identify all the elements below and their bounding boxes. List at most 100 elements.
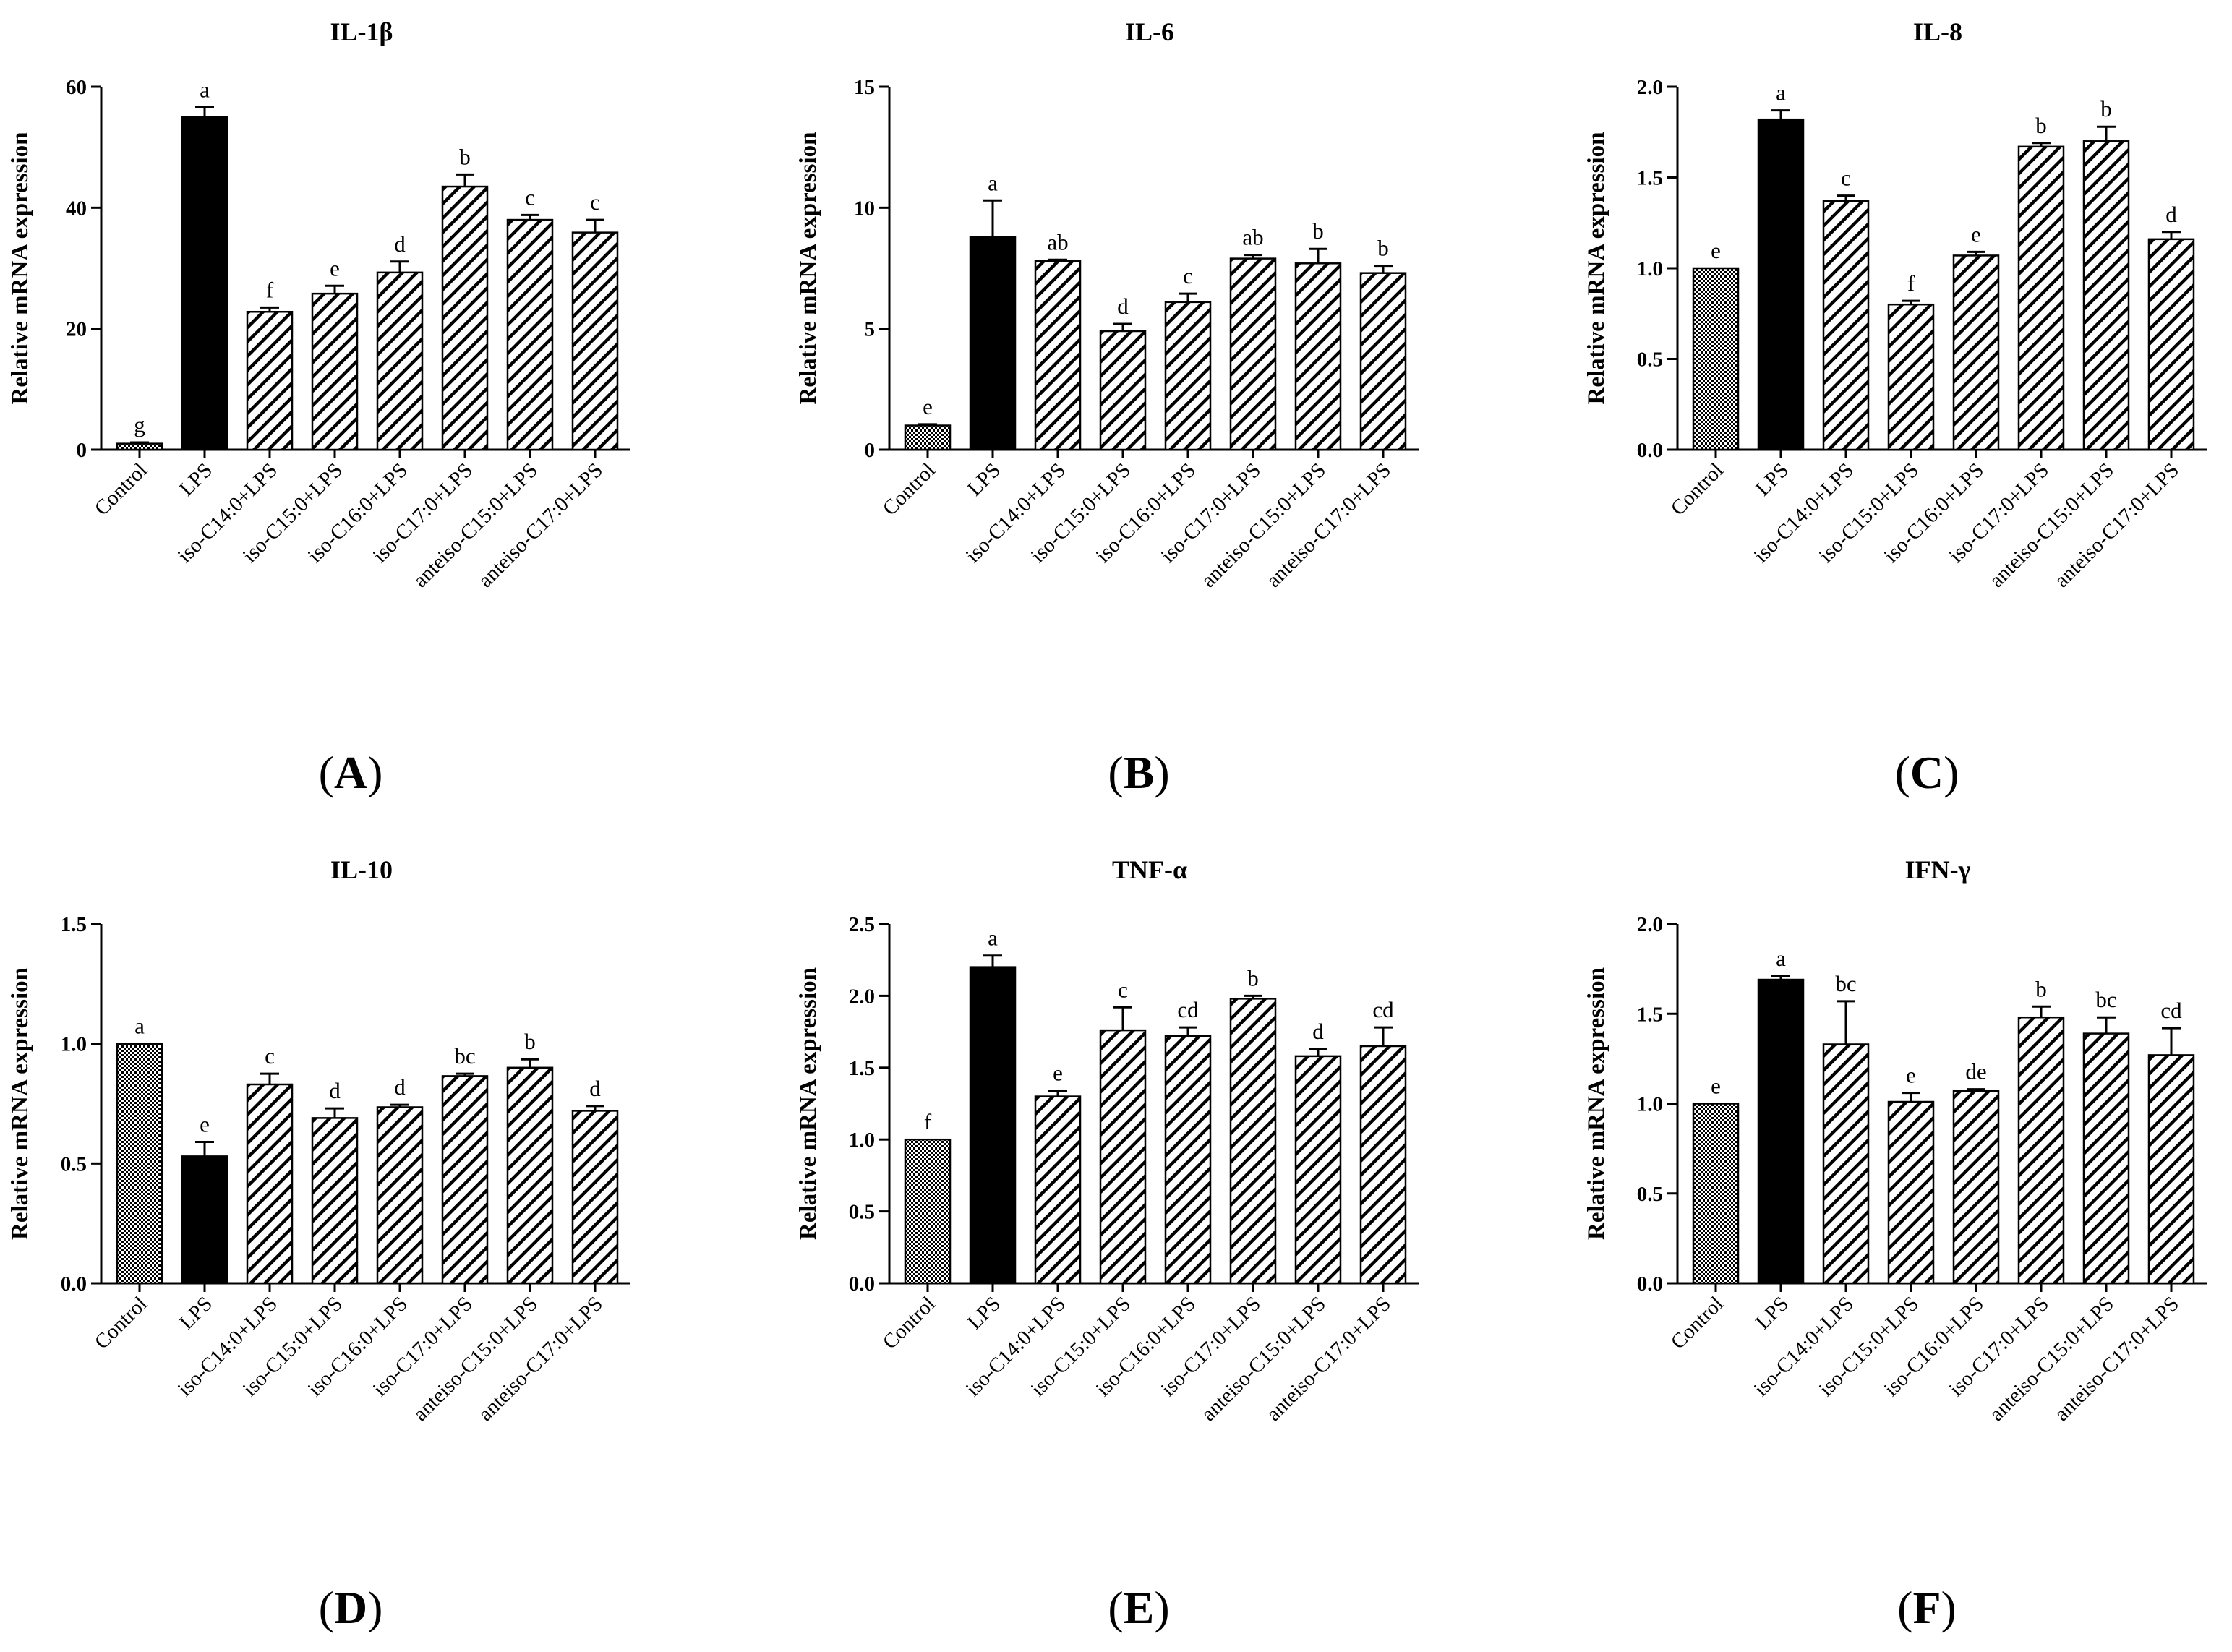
bar-iso-c16-0-lps: [1952, 1090, 2000, 1285]
bar-iso-c15-0-lps: [311, 292, 359, 451]
bar-anteiso-c15-0-lps: [1294, 1055, 1342, 1285]
y-tick-label: 2.0: [1637, 913, 1663, 936]
significance-letter: bc: [454, 1043, 475, 1069]
bar-anteiso-c17-0-lps: [1359, 1045, 1407, 1285]
chart-title: IL-1β: [330, 17, 393, 46]
bar-lps: [969, 236, 1017, 451]
bar-anteiso-c15-0-lps: [2082, 1032, 2130, 1285]
y-tick-label: 40: [66, 197, 87, 220]
x-tick-label: anteiso-C15:0+LPS: [409, 458, 542, 592]
significance-letter: a: [200, 77, 210, 102]
y-tick-label: 0.5: [849, 1201, 875, 1224]
significance-letter: e: [1711, 238, 1721, 263]
y-tick-label: 5: [865, 318, 876, 341]
x-tick-label: LPS: [1751, 458, 1793, 500]
significance-letter: c: [590, 189, 600, 215]
x-tick-label: Control: [878, 1292, 940, 1353]
bar-control: [1692, 267, 1740, 451]
bar-anteiso-c15-0-lps: [506, 1066, 554, 1285]
significance-letter: d: [394, 231, 406, 257]
x-tick-label: anteiso-C15:0+LPS: [1197, 458, 1330, 592]
significance-letter: cd: [1372, 997, 1394, 1022]
bar-control: [1692, 1103, 1740, 1285]
panel-label: (F): [1897, 1582, 1957, 1633]
bar-iso-c14-0-lps: [1034, 260, 1082, 451]
significance-letter: c: [1118, 977, 1128, 1002]
y-axis-label: Relative mRNA expression: [7, 967, 33, 1240]
panel-label-open: (: [1897, 1582, 1912, 1633]
bar-lps: [1757, 118, 1805, 451]
significance-letter: b: [459, 144, 471, 169]
y-tick-label: 0: [77, 439, 87, 462]
bar-anteiso-c17-0-lps: [571, 231, 619, 451]
significance-letter: d: [2165, 202, 2177, 227]
bar-control: [116, 442, 163, 451]
y-tick-label: 0.5: [1637, 1183, 1663, 1206]
panel-label-letter: D: [334, 1582, 367, 1633]
significance-letter: e: [1711, 1074, 1721, 1099]
y-axis-label: Relative mRNA expression: [795, 967, 821, 1240]
significance-letter: b: [524, 1029, 536, 1054]
panel-label-close: ): [1154, 747, 1169, 798]
significance-letter: cd: [2160, 998, 2182, 1023]
panel-label-open: (: [319, 1582, 334, 1633]
significance-letter: e: [923, 394, 933, 419]
y-tick-label: 20: [66, 318, 87, 341]
bar-iso-c16-0-lps: [1952, 254, 2000, 451]
y-tick-label: 0: [865, 439, 876, 462]
bar-iso-c14-0-lps: [246, 310, 294, 451]
y-tick-label: 1.0: [849, 1129, 875, 1152]
panel-label-open: (: [1108, 1582, 1123, 1633]
panel-label-close: ): [1944, 747, 1959, 798]
panel-label-open: (: [319, 747, 334, 798]
y-tick-label: 1.0: [61, 1033, 87, 1056]
significance-letter: b: [2035, 976, 2047, 1001]
panel-label-letter: F: [1912, 1582, 1941, 1633]
significance-letter: a: [134, 1014, 145, 1039]
bar-iso-c17-0-lps: [441, 185, 489, 451]
significance-letter: cd: [1177, 997, 1199, 1022]
bar-control: [904, 1138, 952, 1285]
chart-title: IL-8: [1913, 17, 1962, 46]
bar-iso-c15-0-lps: [1887, 1100, 1935, 1285]
bar-lps: [181, 116, 228, 451]
bar-anteiso-c15-0-lps: [1294, 262, 1342, 451]
x-tick-label: LPS: [175, 458, 217, 500]
significance-letter: c: [265, 1043, 275, 1069]
chart-title: TNF-α: [1112, 855, 1187, 884]
significance-letter: b: [1377, 236, 1389, 261]
bar-iso-c15-0-lps: [1099, 1029, 1147, 1285]
significance-letter: e: [1906, 1063, 1916, 1088]
bar-iso-c17-0-lps: [441, 1075, 489, 1285]
bar-iso-c16-0-lps: [1164, 301, 1212, 451]
significance-letter: b: [1312, 218, 1324, 244]
x-tick-label: LPS: [175, 1292, 217, 1334]
significance-letter: b: [2100, 96, 2112, 121]
panel-label-letter: C: [1910, 747, 1944, 798]
x-tick-label: Control: [878, 458, 940, 520]
panel-label-open: (: [1108, 747, 1123, 798]
y-axis-label: Relative mRNA expression: [1583, 132, 1609, 404]
x-tick-label: LPS: [963, 458, 1005, 500]
chart-panel-d: IL-10 Relative mRNA expression 0.0 0.5 1.0 1.…: [7, 855, 630, 1633]
significance-letter: b: [1247, 965, 1259, 990]
panel-label-letter: B: [1124, 747, 1155, 798]
y-tick-label: 1.5: [1637, 167, 1663, 190]
y-tick-label: 2.0: [1637, 76, 1663, 99]
bar-anteiso-c17-0-lps: [2147, 238, 2195, 451]
y-tick-label: 1.5: [1637, 1003, 1663, 1026]
x-tick-label: anteiso-C15:0+LPS: [1985, 1292, 2118, 1426]
bar-iso-c15-0-lps: [1099, 330, 1147, 451]
significance-letter: e: [1971, 221, 1981, 247]
bar-iso-c16-0-lps: [1164, 1035, 1212, 1285]
y-tick-label: 2.0: [849, 985, 875, 1008]
significance-letter: d: [329, 1078, 341, 1103]
chart-title: IFN-γ: [1905, 855, 1971, 884]
x-tick-label: anteiso-C15:0+LPS: [409, 1292, 542, 1426]
panel-label-close: ): [367, 1582, 382, 1633]
y-tick-label: 0.0: [849, 1272, 875, 1296]
panel-label-close: ): [1154, 1582, 1169, 1633]
bar-iso-c15-0-lps: [1887, 303, 1935, 451]
significance-letter: ab: [1047, 229, 1068, 254]
x-tick-label: anteiso-C17:0+LPS: [1262, 458, 1395, 592]
